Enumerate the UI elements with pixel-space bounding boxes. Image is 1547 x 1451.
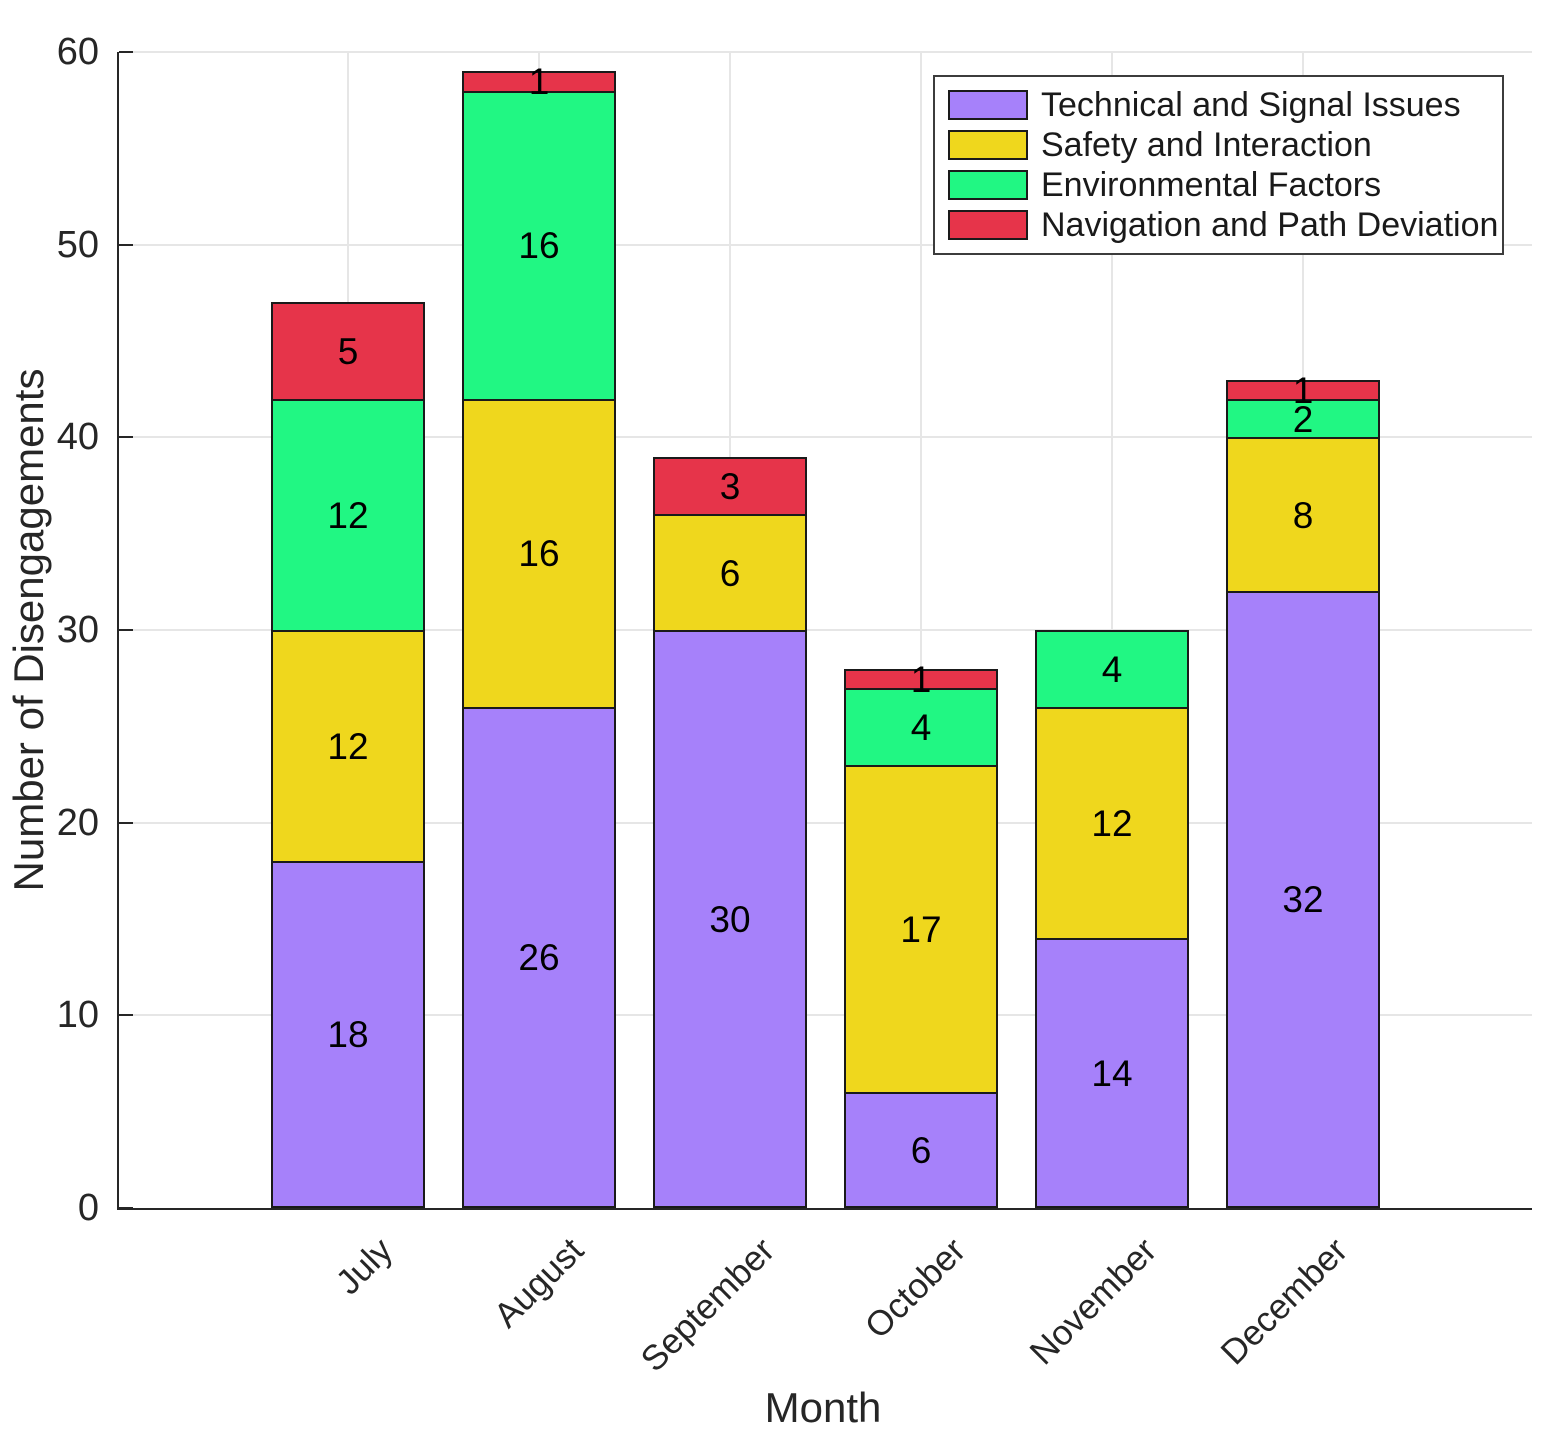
legend-label: Safety and Interaction	[1041, 126, 1372, 164]
segment-environmental-factors: 4	[1035, 630, 1189, 710]
segment-value-label: 6	[719, 552, 741, 594]
legend-item-environmental-factors: Environmental Factors	[948, 165, 1489, 205]
segment-value-label: 32	[1282, 879, 1324, 921]
legend-swatch	[948, 130, 1028, 160]
segment-value-label: 12	[327, 494, 369, 536]
x-tick-label-december: December	[1213, 1230, 1356, 1373]
segment-navigation-and-path-deviation: 1	[1226, 372, 1380, 409]
bar-august: 26 16 16 1	[462, 52, 616, 1208]
segment-value-label: 5	[337, 331, 359, 373]
segment-value-label: 12	[1091, 803, 1133, 845]
y-tick-label: 50	[56, 223, 99, 266]
legend-item-safety-and-interaction: Safety and Interaction	[948, 125, 1489, 165]
segment-technical-and-signal-issues: 30	[653, 630, 807, 1208]
y-tick	[119, 1207, 133, 1209]
bar-october: 6 17 4 1	[844, 52, 998, 1208]
segment-value-label: 1	[910, 658, 932, 700]
segment-safety-and-interaction: 16	[462, 398, 616, 710]
plot-area: 18 12 12 5 26 16 16 1 30 6 3 6 17 4 1 14 12 4 32 8 2 1	[117, 51, 1532, 1210]
legend-swatch	[948, 170, 1028, 200]
y-tick-label: 20	[56, 801, 99, 844]
y-tick	[119, 821, 133, 824]
bar-september: 30 6 3	[653, 52, 807, 1208]
segment-technical-and-signal-issues: 26	[462, 707, 616, 1208]
segment-value-label: 8	[1292, 494, 1314, 536]
segment-value-label: 6	[910, 1129, 932, 1171]
legend: Technical and Signal Issues Safety and In…	[933, 75, 1504, 255]
horizontal-gridline	[119, 243, 1532, 246]
segment-value-label: 16	[518, 533, 560, 575]
segment-safety-and-interaction: 12	[271, 630, 425, 864]
y-tick-label: 0	[77, 1187, 99, 1229]
segment-value-label: 18	[327, 1014, 369, 1056]
segment-value-label: 26	[518, 937, 560, 979]
y-tick	[119, 51, 133, 53]
x-tick-label-september: September	[633, 1230, 783, 1380]
segment-value-label: 3	[719, 466, 741, 507]
segment-value-label: 14	[1091, 1052, 1133, 1094]
horizontal-gridline	[119, 1014, 1532, 1017]
y-tick	[119, 1014, 133, 1017]
segment-navigation-and-path-deviation: 5	[271, 302, 425, 401]
segment-technical-and-signal-issues: 32	[1226, 591, 1380, 1208]
y-tick	[119, 243, 133, 246]
horizontal-gridline	[119, 629, 1532, 631]
segment-environmental-factors: 12	[271, 398, 425, 632]
legend-item-navigation-and-path-deviation: Navigation and Path Deviation	[948, 205, 1498, 245]
segment-navigation-and-path-deviation: 1	[844, 661, 998, 698]
y-tick	[119, 629, 133, 631]
segment-environmental-factors: 2	[1226, 398, 1380, 440]
y-tick-label: 10	[56, 994, 99, 1037]
y-tick	[119, 436, 133, 439]
segment-safety-and-interaction: 8	[1226, 437, 1380, 594]
segment-value-label: 1	[1292, 369, 1314, 411]
horizontal-gridline	[119, 51, 1532, 53]
x-tick-label-july: July	[328, 1230, 401, 1303]
vertical-gridline	[1111, 52, 1113, 1208]
segment-value-label: 30	[709, 898, 751, 940]
legend-item-technical-and-signal-issues: Technical and Signal Issues	[948, 85, 1489, 125]
segment-environmental-factors: 16	[462, 90, 616, 401]
segment-value-label: 4	[910, 706, 932, 748]
x-tick-label-october: October	[857, 1230, 974, 1347]
segment-value-label: 12	[327, 726, 369, 768]
horizontal-gridline	[119, 436, 1532, 439]
segment-value-label: 2	[1292, 398, 1314, 440]
horizontal-gridline	[119, 821, 1532, 824]
segment-safety-and-interaction: 17	[844, 764, 998, 1095]
legend-label: Environmental Factors	[1041, 166, 1382, 204]
segment-value-label: 1	[528, 61, 550, 103]
x-axis-title: Month	[764, 1384, 882, 1431]
segment-value-label: 4	[1101, 649, 1123, 691]
y-tick-label: 40	[56, 416, 99, 459]
segment-technical-and-signal-issues: 18	[271, 861, 425, 1208]
bar-december: 32 8 2 1	[1226, 52, 1380, 1208]
bar-november: 14 12 4	[1035, 52, 1189, 1208]
segment-environmental-factors: 4	[844, 687, 998, 767]
segment-value-label: 17	[900, 909, 942, 951]
segment-safety-and-interaction: 12	[1035, 707, 1189, 941]
legend-label: Technical and Signal Issues	[1041, 86, 1461, 124]
x-tick-label-november: November	[1022, 1230, 1165, 1373]
y-tick-label: 30	[56, 609, 99, 651]
segment-technical-and-signal-issues: 6	[844, 1092, 998, 1208]
segment-value-label: 16	[518, 225, 560, 267]
segment-navigation-and-path-deviation: 1	[462, 63, 616, 100]
segment-technical-and-signal-issues: 14	[1035, 938, 1189, 1208]
legend-swatch	[948, 90, 1028, 120]
bar-july: 18 12 12 5	[271, 52, 425, 1208]
vertical-gridline	[920, 52, 922, 1208]
y-tick-label: 60	[56, 31, 99, 73]
legend-swatch	[948, 210, 1028, 240]
segment-navigation-and-path-deviation: 3	[653, 456, 807, 517]
legend-label: Navigation and Path Deviation	[1041, 206, 1499, 244]
x-tick-label-august: August	[486, 1230, 592, 1336]
segment-safety-and-interaction: 6	[653, 514, 807, 632]
